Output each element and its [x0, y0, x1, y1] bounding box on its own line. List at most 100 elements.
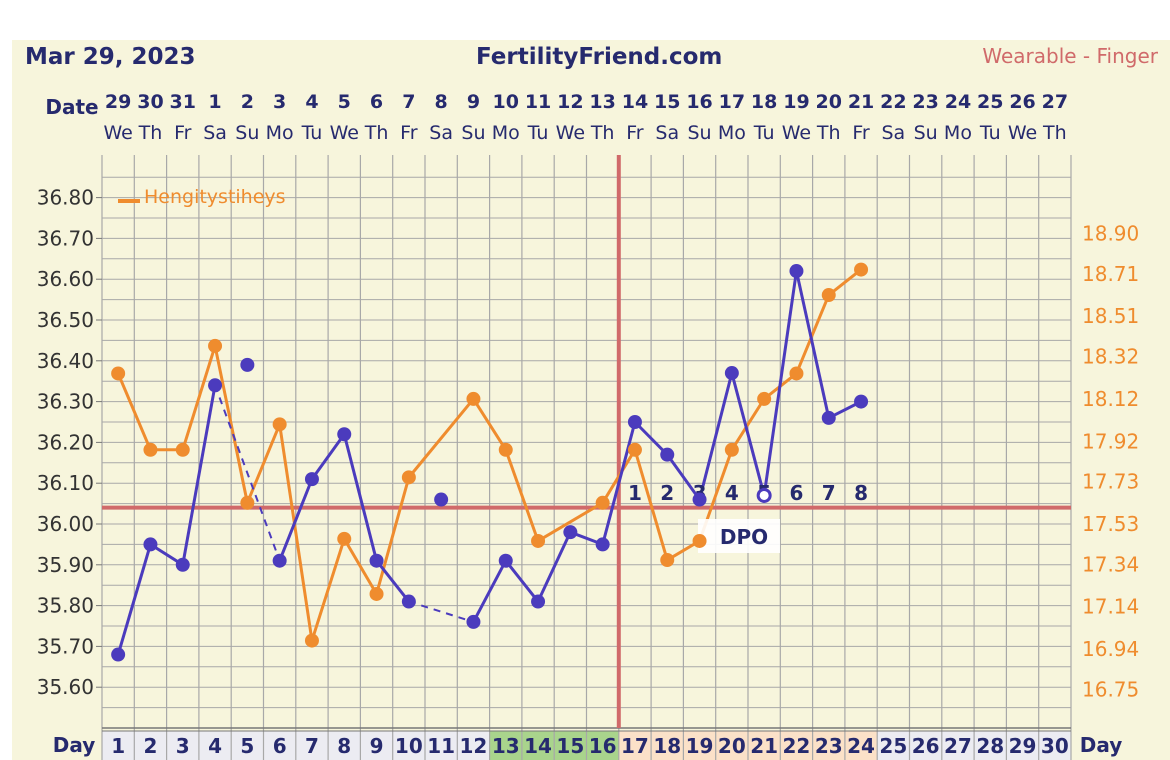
- date-label: 4: [305, 91, 318, 113]
- respiration-point: [466, 391, 481, 406]
- date-label: 8: [435, 91, 448, 113]
- respiration-line-segment: [278, 424, 314, 641]
- day-cell-bg: [586, 731, 619, 760]
- dpo-number: 1: [628, 481, 642, 505]
- weekday-label: Th: [1042, 122, 1067, 144]
- weekday-label: Th: [590, 122, 615, 144]
- respiration-point: [660, 553, 675, 568]
- respiration-line-segment: [375, 476, 411, 595]
- respiration-point: [692, 533, 707, 548]
- day-cell-bg: [198, 731, 232, 760]
- day-cell-bg: [425, 731, 458, 760]
- respiration-point: [208, 338, 223, 353]
- temperature-point: [498, 553, 513, 568]
- left-axis-label: 36.50: [37, 308, 94, 332]
- date-label: 14: [622, 91, 648, 113]
- weekday-label: Su: [461, 122, 485, 144]
- date-label: 25: [977, 91, 1003, 113]
- weekday-label: Tu: [753, 122, 775, 144]
- day-cell-bg: [166, 731, 199, 760]
- respiration-point: [757, 391, 772, 406]
- temperature-line-segment: [310, 433, 346, 480]
- right-axis-label: 18.51: [1082, 304, 1139, 328]
- respiration-point: [531, 533, 546, 548]
- day-number: 28: [976, 734, 1004, 758]
- weekday-label: Sa: [429, 122, 453, 144]
- day-cell-bg: [651, 731, 684, 760]
- day-cell-bg: [1006, 731, 1039, 760]
- right-axis-label: 17.92: [1082, 429, 1139, 453]
- day-row-label-left: Day: [53, 733, 96, 757]
- date-label: 6: [370, 91, 383, 113]
- left-axis-label: 36.10: [37, 471, 94, 495]
- day-number: 6: [273, 734, 287, 758]
- respiration-line-segment: [181, 345, 217, 451]
- day-cell-bg: [231, 731, 264, 760]
- respiration-point: [337, 531, 352, 546]
- date-label: 16: [686, 91, 712, 113]
- day-cell-bg: [360, 731, 393, 760]
- date-label: 30: [137, 91, 163, 113]
- site-name[interactable]: FertilityFriend.com: [476, 44, 723, 70]
- day-cell-bg: [618, 731, 652, 760]
- dpo-label: DPO: [720, 525, 768, 549]
- temperature-line-segment: [730, 372, 766, 496]
- respiration-point: [789, 366, 804, 381]
- right-axis-label: 17.53: [1082, 512, 1139, 536]
- temperature-line-segment: [762, 270, 798, 496]
- day-cell-bg: [974, 731, 1007, 760]
- date-label: 31: [170, 91, 196, 113]
- chart-panel: [12, 40, 1170, 760]
- date-label: 18: [751, 91, 777, 113]
- temperature-point: [563, 525, 578, 540]
- right-axis-label: 16.75: [1082, 677, 1139, 701]
- day-cell-bg: [392, 731, 425, 760]
- temperature-line-segment: [408, 600, 474, 623]
- day-cell-bg: [715, 731, 748, 760]
- respiration-point: [595, 495, 610, 510]
- date-label: 11: [525, 91, 551, 113]
- left-axis-label: 36.30: [37, 390, 94, 414]
- weekday-label: Th: [816, 122, 841, 144]
- day-number: 11: [427, 734, 455, 758]
- day-cell-bg: [844, 731, 878, 760]
- weekday-label: Mo: [718, 122, 746, 144]
- weekday-label: Tu: [979, 122, 1001, 144]
- respiration-point: [304, 633, 319, 648]
- respiration-point: [369, 586, 384, 601]
- date-label: 7: [402, 91, 415, 113]
- respiration-point: [724, 442, 739, 457]
- respiration-line-segment: [213, 345, 249, 504]
- date-row-label: Date: [45, 95, 98, 119]
- date-label: 13: [589, 91, 615, 113]
- temperature-point: [756, 487, 772, 503]
- temperature-point: [401, 594, 416, 609]
- temperature-line-segment: [214, 384, 281, 562]
- day-number: 2: [143, 734, 157, 758]
- weekday-label: Sa: [203, 122, 227, 144]
- day-cell-bg: [263, 731, 296, 760]
- temperature-point: [111, 647, 126, 662]
- temperature-point: [143, 537, 158, 552]
- dpo-number: 4: [725, 481, 739, 505]
- date-label: 24: [945, 91, 971, 113]
- respiration-point: [111, 366, 126, 381]
- day-number: 12: [460, 734, 488, 758]
- day-number: 22: [783, 734, 811, 758]
- temperature-point: [240, 357, 255, 372]
- day-number: 29: [1009, 734, 1037, 758]
- temperature-point: [660, 447, 675, 462]
- day-number: 16: [589, 734, 617, 758]
- right-axis-label: 16.94: [1082, 637, 1139, 661]
- temperature-point: [434, 492, 449, 507]
- day-number: 18: [653, 734, 681, 758]
- respiration-line-segment: [601, 449, 637, 504]
- left-axis-label: 36.40: [37, 349, 94, 373]
- day-number: 19: [686, 734, 714, 758]
- date-label: 10: [493, 91, 519, 113]
- left-axis-label: 35.60: [37, 675, 94, 699]
- respiration-point: [854, 262, 869, 277]
- temperature-point: [627, 415, 642, 429]
- weekday-label: Sa: [881, 122, 905, 144]
- day-number: 13: [492, 734, 520, 758]
